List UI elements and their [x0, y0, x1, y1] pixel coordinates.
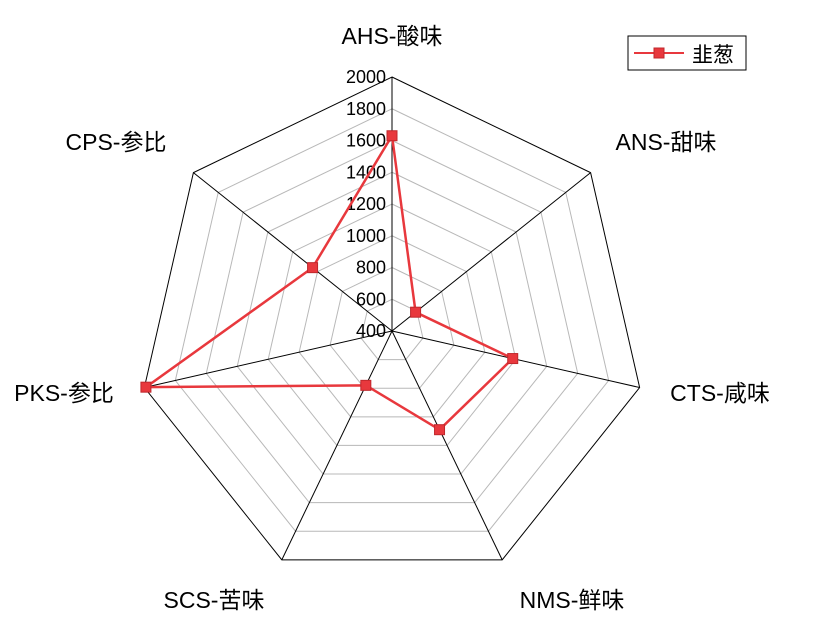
axis-label: CTS-咸味 — [670, 380, 770, 406]
spoke-line — [144, 330, 393, 389]
tick-label: 800 — [356, 258, 386, 278]
grid-ring — [205, 139, 579, 504]
tick-label: 1600 — [346, 131, 386, 151]
legend: 韭葱 — [627, 35, 747, 71]
grid-ring — [298, 235, 486, 418]
axis-labels: AHS-酸味 ANS-甜味 CTS-咸味 NMS-鲜味 SCS-苦味 PKS-参比 CPS-… — [14, 23, 770, 613]
tick-label: 1200 — [346, 194, 386, 214]
tick-label: 1800 — [346, 99, 386, 119]
data-point-marker — [386, 130, 398, 142]
data-point-marker — [507, 353, 519, 365]
tick-label: 1000 — [346, 226, 386, 246]
data-point-marker — [360, 379, 372, 391]
radar-spokes — [144, 77, 640, 561]
data-point-marker — [307, 262, 319, 274]
spoke-line — [391, 330, 503, 561]
axis-label: PKS-参比 — [14, 380, 114, 406]
grid-ring — [329, 266, 455, 389]
tick-label: 400 — [356, 321, 386, 341]
series-layer — [140, 130, 519, 436]
axis-label: SCS-苦味 — [164, 587, 265, 613]
axis-label: ANS-甜味 — [616, 129, 717, 155]
axis-label: NMS-鲜味 — [520, 587, 625, 613]
data-point-marker — [410, 306, 422, 318]
axis-label: CPS-参比 — [66, 129, 167, 155]
spoke-line — [281, 330, 393, 561]
grid-ring — [236, 171, 548, 475]
tick-label: 1400 — [346, 162, 386, 182]
grid-ring — [143, 76, 641, 561]
radar-grid — [143, 76, 641, 561]
tick-label: 2000 — [346, 67, 386, 87]
data-point-marker — [434, 424, 446, 436]
spoke-line — [391, 172, 591, 332]
legend-marker — [653, 47, 665, 59]
tick-label: 600 — [356, 289, 386, 309]
grid-ring — [267, 203, 517, 446]
grid-ring — [174, 108, 610, 532]
radial-tick-labels: 400 600 800 1000 1200 1400 1600 1800 2000 — [346, 67, 386, 341]
series-line — [144, 134, 514, 431]
legend-label: 韭葱 — [692, 44, 734, 67]
data-point-marker — [140, 381, 152, 393]
axis-label: AHS-酸味 — [342, 23, 443, 49]
spoke-line — [193, 172, 393, 332]
